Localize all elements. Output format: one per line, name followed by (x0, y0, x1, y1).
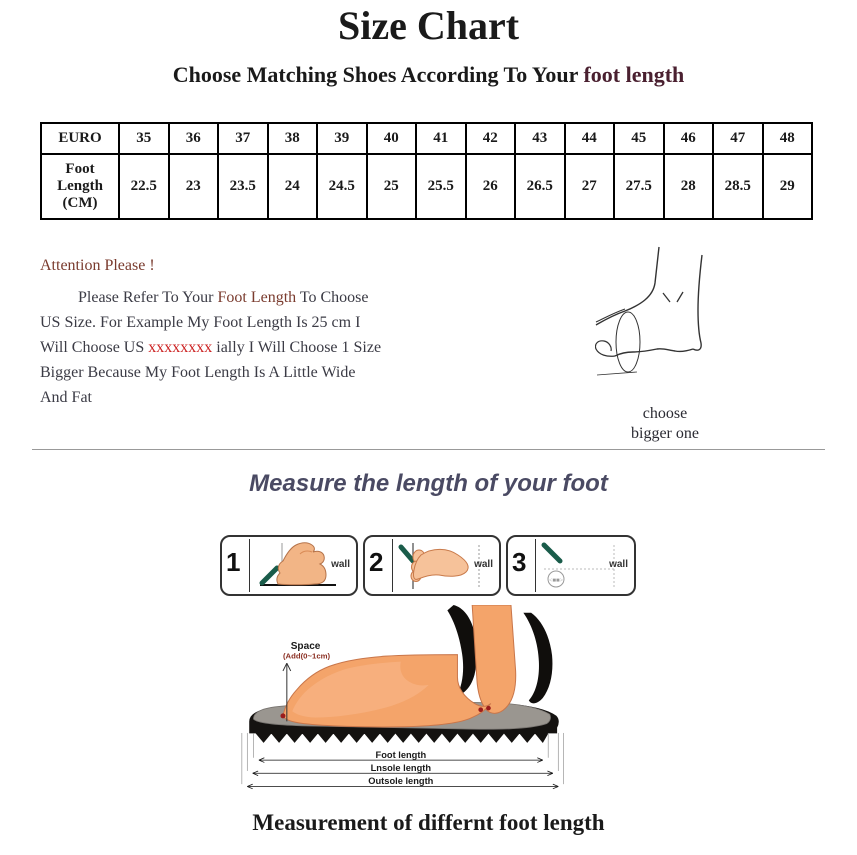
svg-text:<■■>: <■■> (549, 578, 564, 584)
svg-text:Foot length: Foot length (376, 750, 427, 760)
svg-text:Outsole length: Outsole length (368, 776, 433, 786)
svg-text:Space: Space (291, 641, 321, 652)
svg-text:Lnsole length: Lnsole length (371, 763, 432, 773)
svg-text:(Add(0~1cm): (Add(0~1cm) (283, 652, 331, 661)
